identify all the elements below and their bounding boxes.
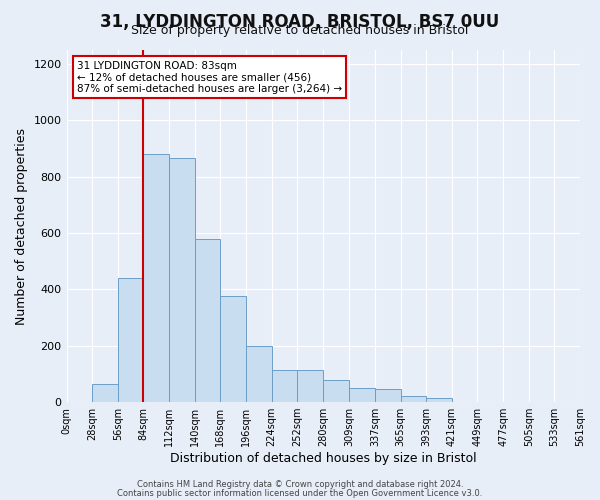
Bar (401, 396, 426, 402)
Y-axis label: Number of detached properties: Number of detached properties (15, 128, 28, 324)
Bar (323, 380, 349, 402)
Bar (143, 154, 169, 402)
Bar (297, 370, 323, 402)
Bar (169, 158, 194, 402)
Text: Size of property relative to detached houses in Bristol: Size of property relative to detached ho… (131, 24, 469, 37)
Text: 31, LYDDINGTON ROAD, BRISTOL, BS7 0UU: 31, LYDDINGTON ROAD, BRISTOL, BS7 0UU (100, 12, 500, 30)
Bar (272, 370, 297, 402)
Bar (220, 296, 246, 402)
Text: Contains public sector information licensed under the Open Government Licence v3: Contains public sector information licen… (118, 488, 482, 498)
Text: Contains HM Land Registry data © Crown copyright and database right 2024.: Contains HM Land Registry data © Crown c… (137, 480, 463, 489)
Bar (92, 384, 118, 402)
Text: 31 LYDDINGTON ROAD: 83sqm
← 12% of detached houses are smaller (456)
87% of semi: 31 LYDDINGTON ROAD: 83sqm ← 12% of detac… (77, 60, 342, 94)
Bar (349, 388, 375, 402)
Bar (375, 390, 401, 402)
Bar (118, 278, 143, 402)
X-axis label: Distribution of detached houses by size in Bristol: Distribution of detached houses by size … (170, 452, 476, 465)
Bar (426, 398, 452, 402)
Bar (194, 238, 220, 402)
Bar (246, 346, 272, 402)
